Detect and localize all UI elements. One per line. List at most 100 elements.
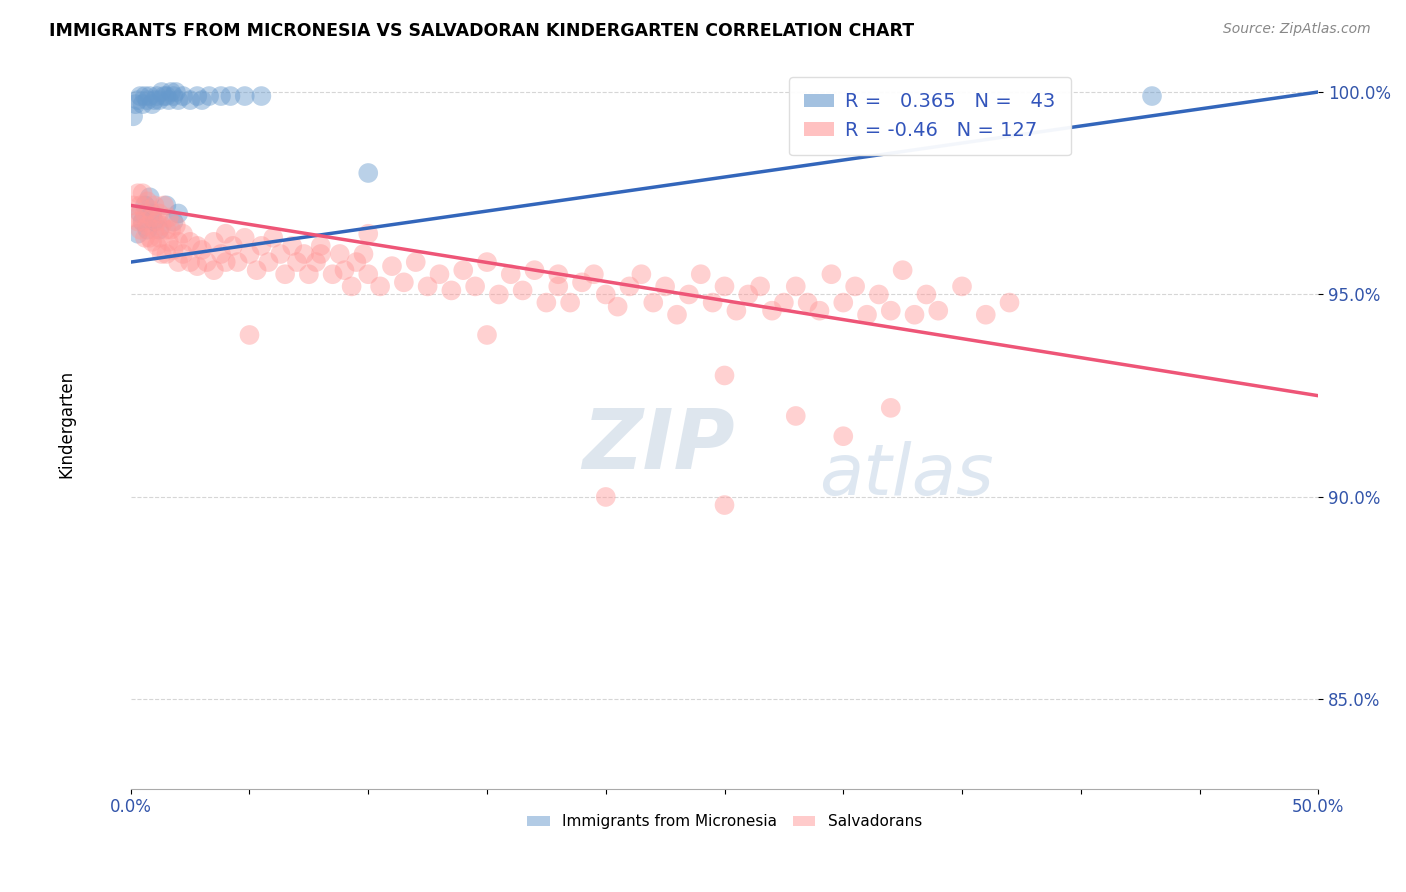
Point (198, 89, 221, 103)
Point (238, 247, 260, 261)
Point (440, 284, 463, 298)
Point (333, 263, 356, 277)
Point (713, 498, 735, 512)
Point (820, 267, 842, 281)
Point (547, 279, 569, 293)
Point (136, 194, 159, 209)
Point (998, 295, 1021, 310)
Point (162, 243, 184, 257)
Point (129, 222, 152, 236)
Point (257, 255, 280, 269)
Text: Source: ZipAtlas.com: Source: ZipAtlas.com (1223, 22, 1371, 37)
Point (773, 295, 796, 310)
Point (134, 231, 156, 245)
Point (209, 247, 232, 261)
Point (167, 235, 190, 249)
Point (191, 93, 214, 107)
Point (903, 308, 925, 322)
Point (298, 267, 321, 281)
Point (285, 255, 308, 269)
Point (148, 222, 170, 236)
Point (202, 235, 225, 249)
Point (219, 89, 242, 103)
Point (880, 401, 903, 415)
Point (619, 279, 641, 293)
Point (127, 186, 149, 201)
Point (595, 287, 617, 301)
Point (143, 198, 166, 212)
Point (233, 89, 256, 103)
Point (713, 368, 735, 383)
Point (129, 89, 152, 103)
Point (512, 284, 534, 298)
Point (155, 198, 177, 212)
Point (927, 303, 949, 318)
Point (416, 279, 439, 293)
Point (654, 279, 676, 293)
Point (153, 89, 176, 103)
Point (749, 279, 772, 293)
Point (141, 97, 163, 112)
Point (141, 211, 163, 225)
Point (155, 247, 177, 261)
Point (536, 295, 558, 310)
Point (678, 287, 700, 301)
Point (250, 239, 273, 253)
Point (141, 206, 163, 220)
Point (368, 279, 391, 293)
Point (134, 89, 156, 103)
Point (167, 206, 190, 220)
Point (309, 247, 332, 261)
Point (127, 93, 149, 107)
Point (150, 85, 173, 99)
Point (202, 263, 225, 277)
Point (475, 255, 498, 269)
Point (582, 267, 605, 281)
Point (643, 295, 665, 310)
Point (725, 303, 748, 318)
Point (558, 295, 581, 310)
Point (143, 222, 166, 236)
Point (405, 255, 427, 269)
Point (226, 255, 249, 269)
Point (131, 214, 153, 228)
Point (488, 287, 510, 301)
Point (523, 263, 546, 277)
Point (832, 295, 855, 310)
Point (950, 279, 973, 293)
Point (451, 263, 474, 277)
Point (281, 239, 304, 253)
Point (186, 89, 208, 103)
Point (186, 259, 208, 273)
Point (127, 227, 149, 241)
Point (571, 276, 593, 290)
Point (392, 276, 415, 290)
Point (737, 287, 759, 301)
Point (131, 214, 153, 228)
Point (138, 231, 160, 245)
Point (269, 247, 291, 261)
Point (150, 247, 173, 261)
Point (233, 231, 256, 245)
Point (179, 235, 201, 249)
Text: IMMIGRANTS FROM MICRONESIA VS SALVADORAN KINDERGARTEN CORRELATION CHART: IMMIGRANTS FROM MICRONESIA VS SALVADORAN… (49, 22, 914, 40)
Point (129, 206, 152, 220)
Point (475, 328, 498, 343)
Point (832, 429, 855, 443)
Point (153, 198, 176, 212)
Point (141, 235, 163, 249)
Point (246, 263, 269, 277)
Point (172, 247, 194, 261)
Point (138, 89, 160, 103)
Point (165, 85, 187, 99)
Point (134, 198, 156, 212)
Point (808, 303, 831, 318)
Point (172, 89, 194, 103)
Point (344, 255, 367, 269)
Point (222, 239, 245, 253)
Point (157, 235, 180, 249)
Point (172, 227, 194, 241)
Point (215, 227, 238, 241)
Point (157, 211, 180, 225)
Point (186, 239, 208, 253)
